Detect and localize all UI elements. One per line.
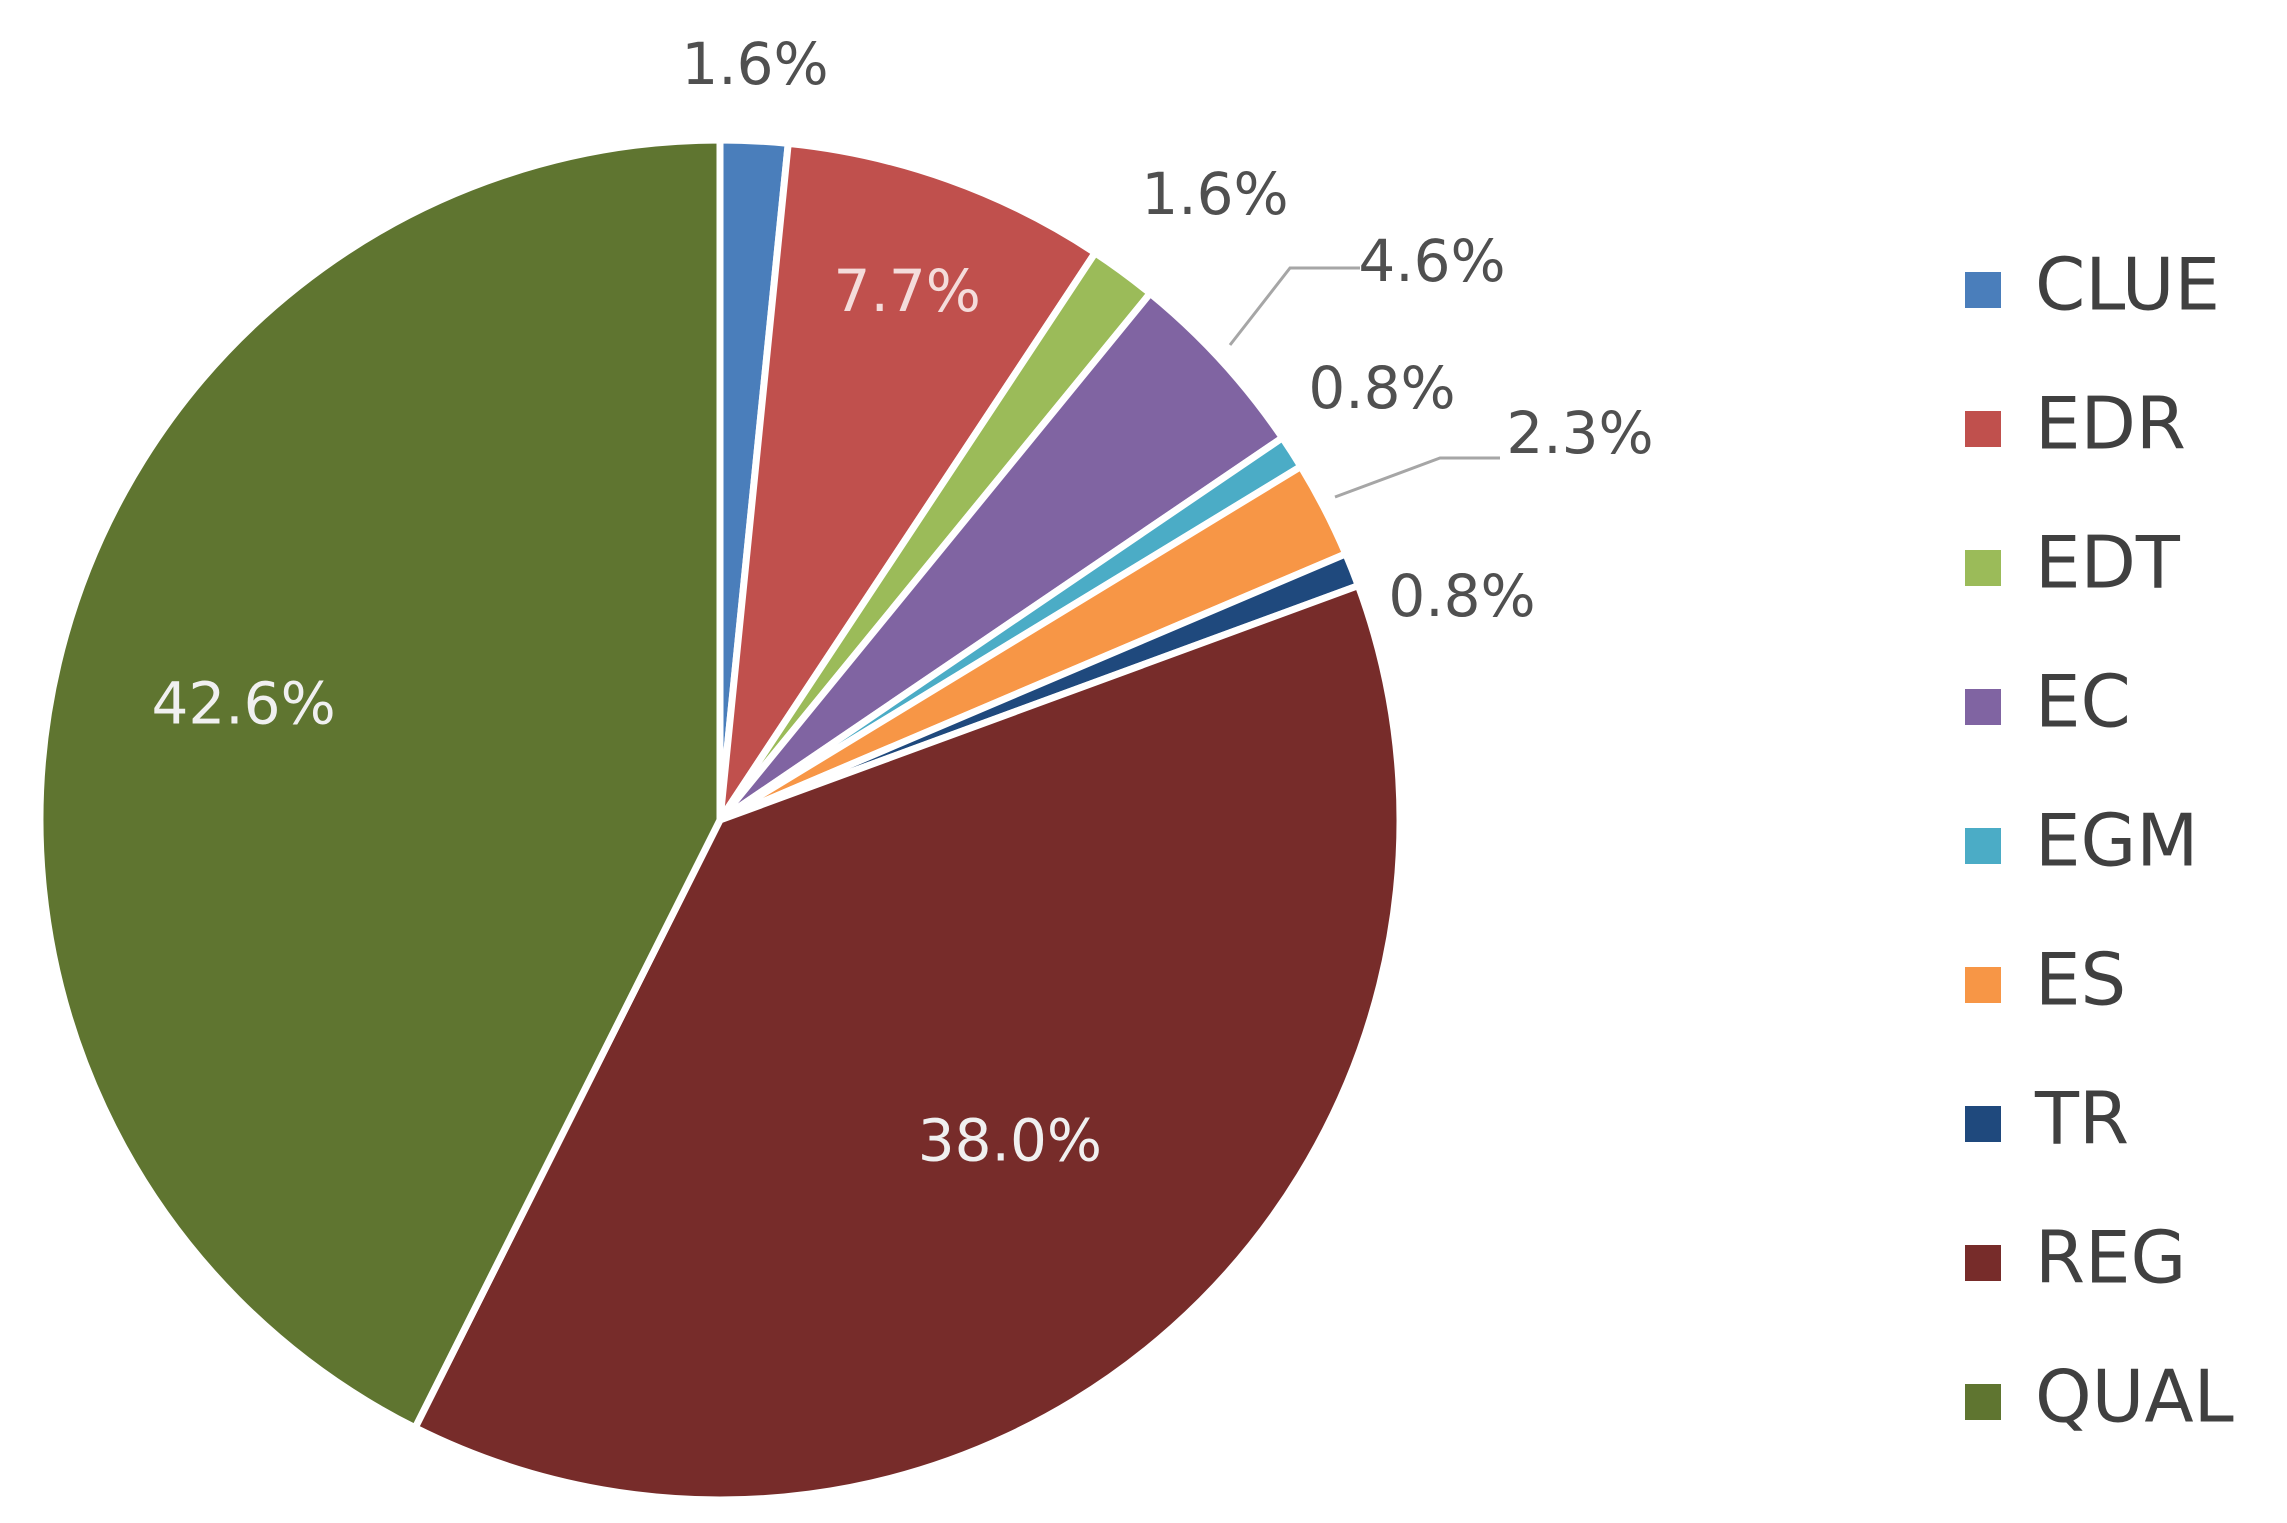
legend-swatch-edr bbox=[1965, 411, 2001, 447]
legend-item-edt: EDT bbox=[1965, 521, 2181, 605]
legend: CLUE EDR EDT EC EGM ES TR REG QUAL bbox=[1965, 243, 2234, 1439]
data-label-tr: 0.8% bbox=[1388, 562, 1535, 630]
pie-slices bbox=[36, 136, 1404, 1504]
data-label-clue: 1.6% bbox=[681, 30, 828, 98]
legend-swatch-tr bbox=[1965, 1106, 2001, 1142]
data-label-ec: 4.6% bbox=[1358, 227, 1505, 295]
legend-item-es: ES bbox=[1965, 938, 2126, 1022]
legend-item-ec: EC bbox=[1965, 660, 2131, 744]
legend-item-tr: TR bbox=[1965, 1077, 2129, 1161]
legend-swatch-clue bbox=[1965, 272, 2001, 308]
leader-lines bbox=[1228, 266, 1500, 499]
pie-slice-ec bbox=[716, 289, 1286, 824]
legend-label-reg: REG bbox=[2035, 1216, 2186, 1300]
legend-swatch-reg bbox=[1965, 1245, 2001, 1281]
legend-label-clue: CLUE bbox=[2035, 243, 2220, 327]
legend-label-ec: EC bbox=[2035, 660, 2131, 744]
legend-swatch-qual bbox=[1965, 1384, 2001, 1420]
legend-label-edt: EDT bbox=[2035, 521, 2181, 605]
data-label-reg: 38.0% bbox=[918, 1107, 1102, 1175]
data-label-edr: 7.7% bbox=[834, 257, 981, 325]
legend-swatch-edt bbox=[1965, 550, 2001, 586]
pie-slice-qual bbox=[36, 136, 724, 1432]
legend-label-tr: TR bbox=[2034, 1077, 2129, 1161]
leader-line-es bbox=[1334, 456, 1500, 499]
legend-swatch-ec bbox=[1965, 689, 2001, 725]
legend-item-qual: QUAL bbox=[1965, 1355, 2234, 1439]
leader-line-ec bbox=[1228, 266, 1360, 346]
legend-label-egm: EGM bbox=[2035, 799, 2198, 883]
pie-slice-edr bbox=[716, 139, 1099, 824]
data-label-egm: 0.8% bbox=[1308, 354, 1455, 422]
data-label-edt: 1.6% bbox=[1141, 160, 1288, 228]
legend-swatch-es bbox=[1965, 967, 2001, 1003]
legend-label-es: ES bbox=[2035, 938, 2126, 1022]
legend-item-reg: REG bbox=[1965, 1216, 2186, 1300]
legend-item-clue: CLUE bbox=[1965, 243, 2220, 327]
legend-item-egm: EGM bbox=[1965, 799, 2198, 883]
data-label-es: 2.3% bbox=[1506, 399, 1653, 467]
data-label-qual: 42.6% bbox=[151, 669, 335, 737]
legend-item-edr: EDR bbox=[1965, 382, 2186, 466]
data-labels: 1.6% 7.7% 1.6% 4.6% 0.8% 2.3% 0.8% 38.0% 42.6% bbox=[151, 30, 1653, 1175]
pie-slice-reg bbox=[411, 582, 1404, 1504]
legend-label-qual: QUAL bbox=[2035, 1355, 2234, 1439]
legend-swatch-egm bbox=[1965, 828, 2001, 864]
legend-label-edr: EDR bbox=[2035, 382, 2186, 466]
